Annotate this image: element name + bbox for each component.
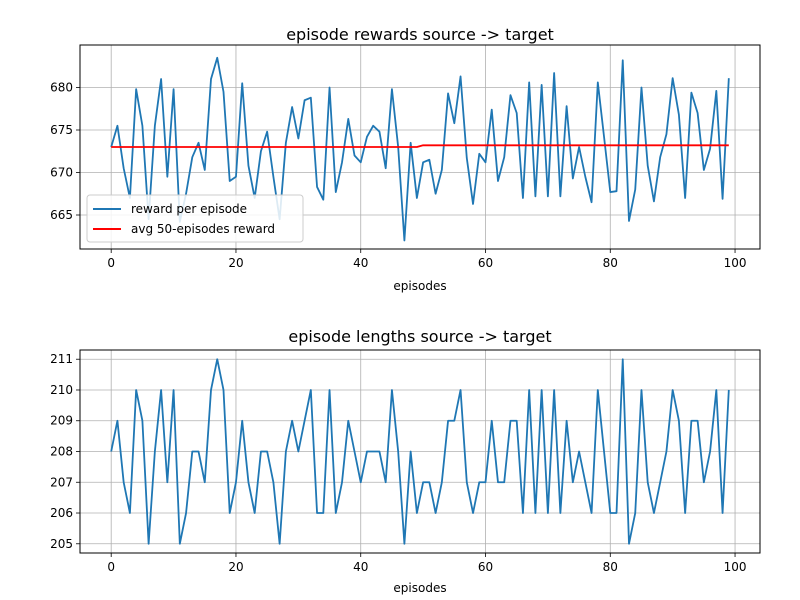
rewards-x-axis-label: episodes bbox=[393, 279, 446, 293]
lengths-y-tick-label-207: 207 bbox=[50, 475, 73, 489]
lengths-grid bbox=[80, 350, 760, 553]
rewards-line-avg-50-episodes-reward bbox=[111, 144, 729, 148]
rewards-chart: episode rewards source -> target 0 20 40 60… bbox=[50, 25, 761, 293]
rewards-x-tick-label-20: 20 bbox=[228, 256, 243, 270]
rewards-x-tick-label-40: 40 bbox=[353, 256, 368, 270]
rewards-x-tick-label-0: 0 bbox=[107, 256, 115, 270]
lengths-y-tick-label-205: 205 bbox=[50, 537, 73, 551]
lengths-x-tick-label-40: 40 bbox=[353, 560, 368, 574]
rewards-plot-frame bbox=[79, 44, 761, 250]
lengths-ticks: 0 20 40 60 80 100 205 206 207 208 209 210 211 bbox=[50, 352, 746, 574]
rewards-series bbox=[110, 56, 730, 242]
lengths-x-tick-label-80: 80 bbox=[603, 560, 618, 574]
rewards-chart-title: episode rewards source -> target bbox=[286, 25, 554, 44]
lengths-chart: episode lengths source -> target 0 20 40 60… bbox=[50, 327, 761, 595]
lengths-y-tick-label-206: 206 bbox=[50, 506, 73, 520]
lengths-x-tick-label-20: 20 bbox=[228, 560, 243, 574]
lengths-line-series-0 bbox=[110, 358, 730, 545]
lengths-x-axis-label: episodes bbox=[393, 581, 446, 595]
legend: reward per episode avg 50-episodes rewar… bbox=[86, 194, 304, 243]
rewards-y-tick-label-680: 680 bbox=[50, 81, 73, 95]
rewards-y-tick-label-665: 665 bbox=[50, 208, 73, 222]
lengths-y-tick-label-208: 208 bbox=[50, 445, 73, 459]
lengths-y-tick-label-211: 211 bbox=[50, 352, 73, 366]
lengths-x-tick-label-60: 60 bbox=[478, 560, 493, 574]
rewards-x-tick-label-100: 100 bbox=[724, 256, 747, 270]
lengths-y-tick-label-209: 209 bbox=[50, 414, 73, 428]
lengths-x-tick-label-100: 100 bbox=[724, 560, 747, 574]
lengths-y-tick-label-210: 210 bbox=[50, 383, 73, 397]
rewards-x-tick-label-60: 60 bbox=[478, 256, 493, 270]
rewards-x-tick-label-80: 80 bbox=[603, 256, 618, 270]
lengths-series bbox=[110, 358, 730, 545]
lengths-chart-title: episode lengths source -> target bbox=[288, 327, 551, 346]
lengths-x-tick-label-0: 0 bbox=[107, 560, 115, 574]
rewards-line-reward-per-episode bbox=[110, 56, 730, 242]
legend-box bbox=[86, 194, 304, 243]
legend-label-avg-reward: avg 50-episodes reward bbox=[131, 222, 275, 236]
rewards-ticks: 0 20 40 60 80 100 665 670 675 680 bbox=[50, 81, 746, 271]
legend-label-reward-per-episode: reward per episode bbox=[131, 202, 247, 216]
rewards-y-tick-label-675: 675 bbox=[50, 123, 73, 137]
rewards-y-tick-label-670: 670 bbox=[50, 166, 73, 180]
